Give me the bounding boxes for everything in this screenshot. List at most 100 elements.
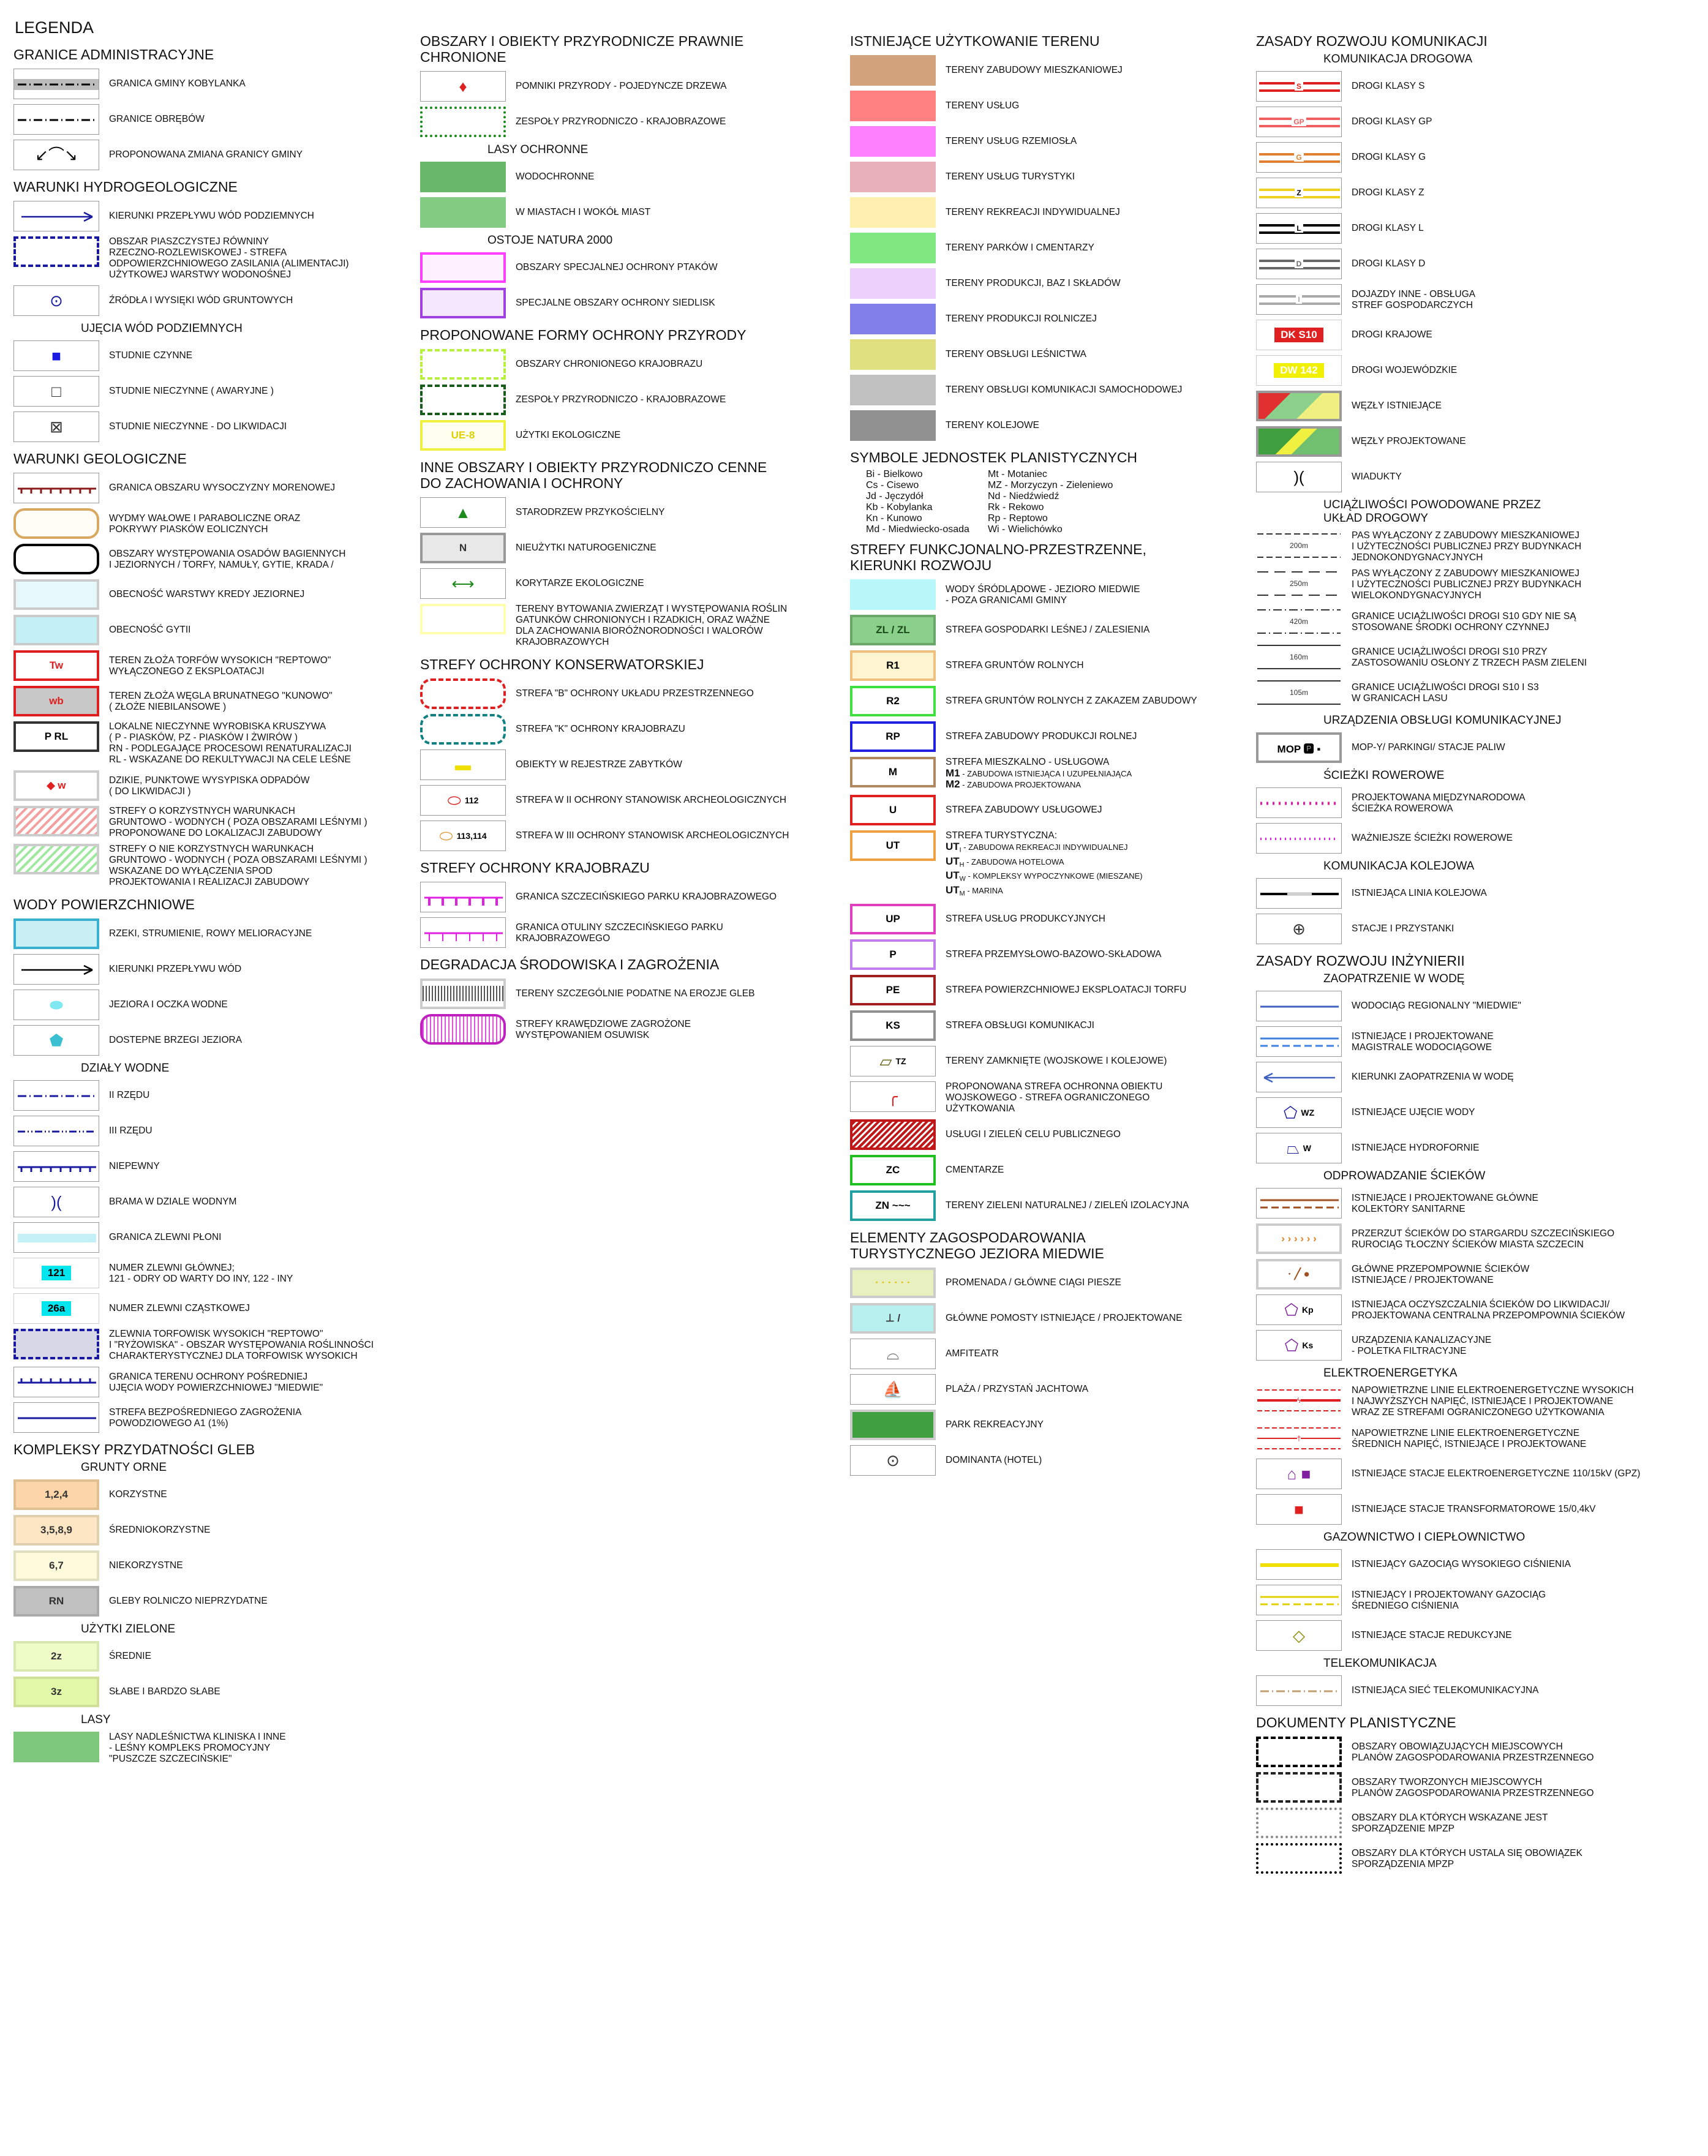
sub-text: - KOMPLEKSY WYPOCZYNKOWE (MIESZANE) (965, 871, 1143, 881)
legend-item-label: OBSZARY DLA KTÓRYCH WSKAZANE JEST SPORZĄ… (1352, 1812, 1548, 1834)
symbol-label: ZN ~~~ (875, 1200, 911, 1212)
legend-item-label: GLEBY ROLNICZO NIEPRZYDATNE (109, 1596, 268, 1606)
legend-item-label: OBECNOŚĆ WARSTWY KREDY JEZIORNEJ (109, 589, 305, 599)
legend-item: TERENY PRODUKCJI ROLNICZEJ (850, 301, 1254, 337)
legend-symbol (13, 201, 99, 231)
legend-item: U STREFA ZABUDOWY USŁUGOWEJ (850, 792, 1254, 828)
sub-code: UT (946, 855, 960, 867)
legend-item-label: GRANICE OBRĘBÓW (109, 114, 205, 124)
legend-symbol (1256, 1737, 1342, 1767)
legend-section: TELEKOMUNIKACJA ISTNIEJĄCA SIEĆ TELEKOMUN… (1256, 1657, 1660, 1708)
legend-item-text: DROGI WOJEWÓDZKIE (1352, 353, 1660, 376)
legend-item-label: GRANICA GMINY KOBYLANKA (109, 78, 246, 89)
road-class-label: I (1296, 295, 1302, 304)
legend-item-text: LASY NADLEŚNICTWA KLINISKA I INNE - LEŚN… (109, 1729, 418, 1765)
legend-item-text: ISTNIEJĄCY GAZOCIĄG WYSOKIEGO CIŚNIENIA (1352, 1547, 1660, 1570)
legend-item: TERENY USŁUG (850, 88, 1254, 124)
sub-code: UT (946, 884, 960, 896)
legend-symbol: ⌓ (850, 1339, 936, 1370)
legend-item: ▬ OBIEKTY W REJESTRZE ZABYTKÓW (420, 747, 824, 783)
section-heading: DEGRADACJA ŚRODOWISKA I ZAGROŻENIA (420, 956, 720, 972)
symbol-label: P (889, 948, 897, 961)
legend-section: UCIĄŻLIWOŚCI POWODOWANE PRZEZ UKŁAD DROG… (1256, 498, 1660, 710)
legend-symbol (420, 604, 506, 634)
legend-item-text: TEREN ZŁOŻA WĘGLA BRUNATNEGO "KUNOWO" ( … (109, 683, 418, 713)
legend-item-label: WODOCIĄG REGIONALNY "MIEDWIE" (1352, 1001, 1521, 1011)
legend-item-text: OBSZAR PIASZCZYSTEJ RÓWNINY RZECZNO-ROZL… (109, 234, 418, 280)
legend-item-label: CMENTARZE (946, 1165, 1004, 1176)
legend-item-label: TERENY USŁUG (946, 100, 1020, 111)
legend-item-text: ISTNIEJĄCE UJĘCIE WODY (1352, 1095, 1660, 1118)
subsection-heading: ŚCIEŻKI ROWEROWE (1323, 769, 1445, 782)
legend-item-label: PAS WYŁĄCZONY Z ZABUDOWY MIESZKANIOWEJ I… (1352, 568, 1582, 601)
legend-item-text: DROGI KLASY G (1352, 140, 1660, 163)
legend-symbol (850, 55, 936, 86)
subsection-heading: URZĄDZENIA OBSŁUGI KOMUNIKACYJNEJ (1323, 714, 1562, 727)
legend-item-text: STREFY O NIE KORZYSTNYCH WARUNKACH GRUNT… (109, 841, 418, 888)
legend-item-label: ŹRÓDŁA I WYSIĘKI WÓD GRUNTOWYCH (109, 295, 293, 306)
legend-item-label: WYDMY WAŁOWE I PARABOLICZNE ORAZ POKRYWY… (109, 513, 301, 535)
legend-item-text: ISTNIEJĄCY I PROJEKTOWANY GAZOCIĄG ŚREDN… (1352, 1582, 1660, 1612)
legend-item: PE STREFA POWIERZCHNIOWEJ EKSPLOATACJI TO… (850, 972, 1254, 1008)
legend-symbol: ⬟ (13, 1025, 99, 1056)
legend-symbol (420, 288, 506, 318)
symbol-label: U (889, 804, 897, 816)
legend-symbol (1256, 1585, 1342, 1615)
legend-item-label: STREFA OBSŁUGI KOMUNIKACJI (946, 1020, 1094, 1031)
legend-item-text: NUMER ZLEWNI CZĄSTKOWEJ (109, 1291, 418, 1314)
legend-symbol (13, 1367, 99, 1397)
legend-item-label: STUDNIE NIECZYNNE ( AWARYJNE ) (109, 386, 274, 396)
legend-item-label: ISTNIEJĄCE HYDROFORNIE (1352, 1143, 1480, 1153)
legend-sub-entry: UTW - KOMPLEKSY WYPOCZYNKOWE (MIESZANE) (946, 870, 1254, 885)
legend-item-text: TERENY USŁUG (946, 88, 1254, 111)
legend-item-label: DROGI KLASY L (1352, 223, 1424, 233)
legend-symbol (1256, 1675, 1342, 1706)
legend-item: ↙⌒↘ PROPONOWANA ZMIANA GRANICY GMINY (13, 137, 418, 173)
legend-symbol (850, 91, 936, 121)
legend-symbol: › › › › › › (1256, 1223, 1342, 1254)
legend-item-label: ZESPOŁY PRZYRODNICZO - KRAJOBRAZOWE (516, 116, 726, 127)
legend-item: ZC CMENTARZE (850, 1152, 1254, 1188)
empty-square-icon: □ (51, 382, 61, 400)
road-class-label: D (1294, 260, 1304, 268)
legend-item: NIEPEWNY (13, 1149, 418, 1184)
legend-item-text: STREFA POWIERZCHNIOWEJ EKSPLOATACJI TORF… (946, 972, 1254, 996)
legend-symbol: RP (850, 721, 936, 752)
legend-item: WODOCHRONNE (420, 159, 824, 195)
legend-item: KIERUNKI PRZEPŁYWU WÓD PODZIEMNYCH (13, 198, 418, 234)
legend-item-label: DROGI KRAJOWE (1352, 329, 1432, 340)
legend-section: ZASADY ROZWOJU INŻYNIERII (1256, 953, 1660, 969)
legend-item-label: AMFITEATR (946, 1348, 999, 1359)
legend-symbol (420, 385, 506, 415)
legend-symbol (1256, 823, 1342, 854)
legend-item: 3z SŁABE I BARDZO SŁABE (13, 1674, 418, 1710)
legend-item-label: OBSZARY SPECJALNEJ OCHRONY PTAKÓW (516, 262, 718, 272)
legend-item-text: STACJE I PRZYSTANKI (1352, 911, 1660, 934)
legend-symbol: ⌂ ■ (1256, 1459, 1342, 1489)
legend-item: UP STREFA USŁUG PRODUKCYJNYCH (850, 901, 1254, 937)
legend-item-text: WYDMY WAŁOWE I PARABOLICZNE ORAZ POKRYWY… (109, 506, 418, 535)
legend-item-text: GRANICE UCIĄŻLIWOŚCI DROGI S10 GDY NIE S… (1352, 604, 1660, 633)
section-heading: WODY POWIERZCHNIOWE (13, 896, 195, 912)
legend-item-label: ISTNIEJĄCY GAZOCIĄG WYSOKIEGO CIŚNIENIA (1352, 1559, 1571, 1569)
legend-symbol: DW 142 (1256, 355, 1342, 386)
watershed-gate-icon: )( (51, 1193, 62, 1211)
legend-item: □ STUDNIE NIECZYNNE ( AWARYJNE ) (13, 374, 418, 409)
symbol-label: M (888, 766, 898, 778)
symbol-entry: Jd - Jęczydół (866, 491, 924, 501)
legend-column-1: GRANICE ADMINISTRACYJNE GRANICA GMINY KOB… (13, 40, 418, 1767)
legend-item: UT STREFA TURYSTYCZNA: UTI - ZABUDOWA REKR… (850, 828, 1254, 901)
diamond-icon: ◇ (1293, 1626, 1305, 1645)
legend-item: STREFY O NIE KORZYSTNYCH WARUNKACH GRUNT… (13, 841, 418, 890)
legend-item: TERENY REKREACJI INDYWIDUALNEJ (850, 195, 1254, 230)
legend-symbol (1256, 426, 1342, 457)
dotted-oval-icon: ⬭ (439, 827, 453, 845)
legend-item-text: STREFA PRZEMYSŁOWO-BAZOWO-SKŁADOWA (946, 937, 1254, 960)
legend-item-text: LOKALNE NIECZYNNE WYROBISKA KRUSZYWA ( P… (109, 719, 418, 765)
sub-index: H (959, 861, 965, 869)
legend-item: STREFA "B" OCHRONY UKŁADU PRZESTRZENNEGO (420, 676, 824, 712)
legend-section: STREFY OCHRONY KRAJOBRAZU GRANICA SZCZECI… (420, 860, 824, 950)
legend-item-label: OBSZARY OBOWIĄZUJĄCYCH MIEJSCOWYCH PLANÓ… (1352, 1741, 1594, 1763)
legend-item-text: DROGI KLASY GP (1352, 104, 1660, 127)
legend-item: ⊙ ŹRÓDŁA I WYSIĘKI WÓD GRUNTOWYCH (13, 283, 418, 318)
